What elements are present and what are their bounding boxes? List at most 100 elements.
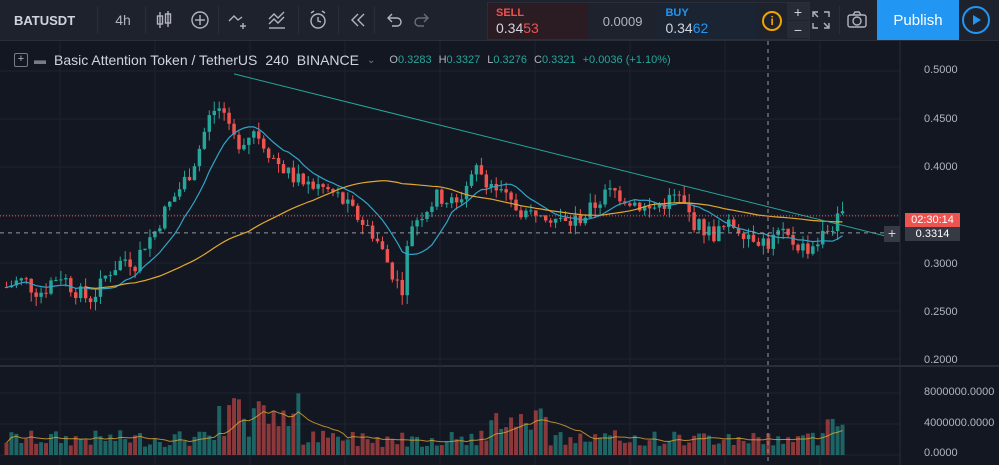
volume-bar (677, 434, 682, 455)
volume-bar (24, 438, 29, 455)
legend-exchange[interactable]: BINANCE (296, 52, 359, 68)
volume-bar (83, 439, 88, 455)
volume-bar (825, 419, 830, 455)
candle-body (326, 186, 330, 190)
volume-bar (113, 440, 118, 455)
alert-icon[interactable] (302, 0, 334, 40)
add-plus-icon[interactable]: + (884, 226, 900, 242)
candle-body (548, 220, 553, 223)
price-chart[interactable] (0, 41, 999, 465)
candle-body (281, 164, 286, 174)
add-symbol-icon[interactable]: + (14, 53, 28, 67)
volume-bar (538, 408, 543, 455)
symbol-search[interactable]: BATUSDT (14, 12, 76, 28)
camera-icon[interactable] (841, 0, 873, 40)
volume-bar (543, 416, 548, 455)
volume-bar (261, 405, 266, 455)
candlesticks (4, 101, 845, 311)
candles-icon[interactable] (148, 0, 180, 40)
volume-bar (350, 432, 355, 455)
undo-icon[interactable] (378, 0, 410, 40)
candle-body (217, 108, 221, 111)
volume-bar (420, 446, 425, 455)
volume-tick: 8000000.0000 (924, 386, 995, 398)
volume-tick: 4000000.0000 (924, 417, 995, 429)
volume-bar (34, 443, 39, 455)
countdown-tag: 02:30:14 (905, 213, 960, 227)
candle-body (613, 188, 617, 191)
candle-body (628, 203, 632, 206)
candle-body (14, 280, 19, 286)
candle-body (543, 215, 548, 221)
candle-body (242, 144, 246, 150)
interval-selector[interactable]: 4h (115, 12, 131, 28)
increase-button[interactable]: + (787, 3, 809, 21)
info-button[interactable]: i (757, 3, 787, 39)
volume-bar (212, 439, 217, 455)
volume-bar (711, 444, 716, 455)
candle-body (840, 211, 845, 214)
volume-bar (123, 439, 128, 455)
sell-button[interactable]: SELL 0.3453 (488, 3, 588, 39)
volume-bar (563, 444, 568, 455)
volume-bar (405, 446, 410, 455)
volume-bar (489, 420, 494, 455)
candle-body (469, 174, 474, 186)
spread-value: 0.0009 (602, 13, 643, 29)
volume-bar (632, 435, 637, 455)
candle-body (786, 228, 790, 235)
volume-bar (301, 444, 306, 455)
decrease-button[interactable]: − (787, 21, 809, 39)
candle-body (257, 131, 261, 139)
volume-bar (642, 445, 647, 455)
candle-body (227, 112, 231, 124)
candle-body (568, 220, 573, 226)
volume-bar (14, 433, 19, 455)
candle-body (64, 278, 68, 280)
volume-bar (702, 433, 706, 455)
publish-button[interactable]: Publish (877, 0, 959, 40)
candle-body (400, 279, 404, 296)
play-icon[interactable] (962, 6, 990, 34)
volume-bar (721, 439, 726, 455)
price-tick: 0.5000 (924, 64, 958, 76)
symbol-title: Basic Attention Token / TetherUS (54, 52, 258, 68)
trade-panel: SELL 0.3453 0.0009 BUY 0.3462 i + − (487, 2, 810, 40)
volume-bar (246, 436, 251, 455)
fullscreen-icon[interactable] (805, 0, 837, 40)
candle-body (672, 194, 677, 196)
candle-body (118, 260, 122, 271)
candle-body (113, 270, 118, 276)
volume-bar (697, 433, 702, 455)
volume-bar (68, 445, 73, 455)
redo-icon[interactable] (406, 0, 438, 40)
volume-bar (187, 445, 192, 455)
volume-bar (573, 443, 578, 455)
compare-icon[interactable] (262, 0, 294, 40)
candle-body (148, 237, 152, 249)
volume-bar (222, 436, 227, 455)
candle-body (128, 259, 132, 267)
candle-body (69, 278, 73, 293)
chevron-down-icon[interactable]: ⌄ (366, 54, 376, 66)
candle-body (123, 259, 127, 261)
volume-bar (726, 434, 731, 455)
toolbar-divider (97, 6, 98, 34)
volume-bar (518, 414, 523, 455)
volume-bar (840, 424, 845, 455)
volume-bar (815, 445, 820, 455)
buy-button[interactable]: BUY 0.3462 (657, 3, 758, 39)
volume-tick: 0.0000 (924, 447, 958, 459)
candle-body (19, 278, 24, 281)
volume-bar (627, 442, 632, 455)
candle-body (781, 228, 785, 231)
indicators-icon[interactable] (222, 0, 254, 40)
volume-bar (241, 418, 246, 455)
rewind-icon[interactable] (342, 0, 374, 40)
candle-body (598, 204, 602, 208)
candle-body (405, 246, 409, 296)
volume-bar (706, 435, 711, 455)
candle-body (449, 197, 454, 204)
add-indicator-icon[interactable] (184, 0, 216, 40)
collapse-icon[interactable]: ▬ (34, 53, 46, 67)
